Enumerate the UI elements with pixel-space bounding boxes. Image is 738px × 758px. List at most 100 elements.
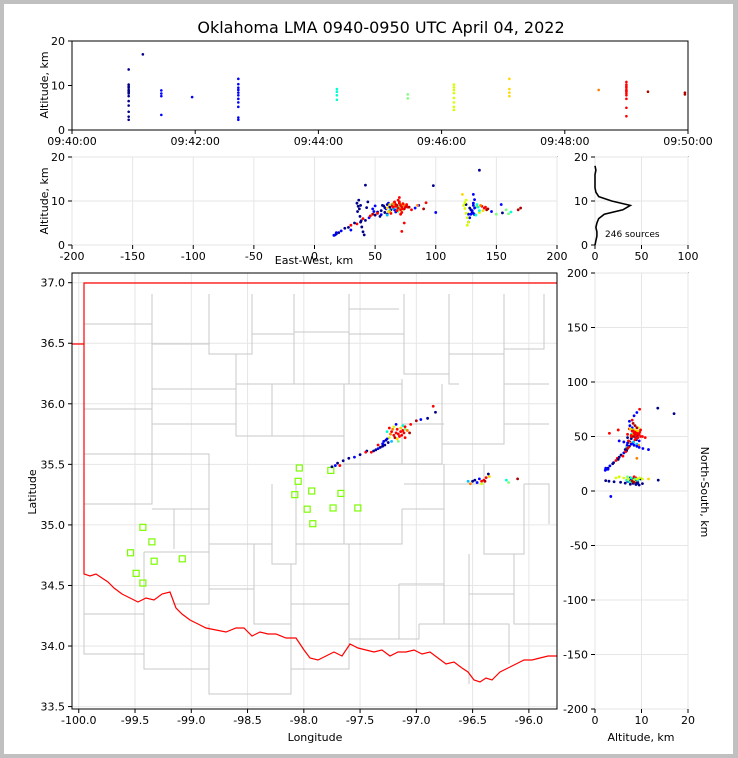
ns-source-point — [636, 429, 640, 433]
map-source-point — [387, 426, 391, 430]
ns-source-point — [633, 438, 637, 442]
ew-source-point — [357, 207, 361, 211]
ew-source-point — [413, 206, 417, 210]
th-source-point — [335, 98, 339, 102]
map-xtick-label: -97.5 — [346, 714, 374, 727]
lma-station-marker — [132, 569, 140, 577]
th-ytick-label: 0 — [58, 124, 65, 137]
th-source-point — [625, 114, 628, 118]
county-line — [469, 623, 510, 664]
th-source-point — [127, 110, 130, 114]
map-source-point — [381, 444, 384, 448]
th-source-point — [237, 88, 240, 92]
ew-source-point — [519, 206, 523, 210]
ew-ytick-label: 0 — [58, 239, 65, 252]
ns-source-point — [641, 477, 644, 481]
map-source-point — [336, 461, 339, 465]
ns-source-point — [628, 427, 632, 431]
ew-xtick-label: 50 — [368, 250, 382, 263]
ew-source-point — [407, 205, 411, 209]
lma-station-marker — [178, 555, 186, 563]
ew-source-point — [475, 203, 479, 206]
ew-source-point — [357, 198, 361, 202]
ew-source-point — [364, 183, 367, 187]
map-ytick-label: 35.0 — [41, 519, 66, 532]
ew-source-point — [349, 223, 353, 227]
th-source-point — [127, 99, 130, 103]
ew-source-point — [373, 204, 377, 208]
map-source-point — [431, 404, 435, 408]
ew-source-point — [465, 216, 469, 220]
ew-source-point — [394, 204, 398, 208]
ew-source-point — [397, 196, 401, 199]
ns-source-point — [608, 464, 612, 468]
ns-source-point — [656, 406, 660, 410]
ns-source-point — [632, 443, 636, 447]
ew-source-point — [334, 231, 338, 235]
county-line — [290, 624, 350, 670]
th-xtick-label: 09:50:00 — [663, 135, 712, 148]
th-source-point — [237, 105, 240, 109]
ew-source-point — [388, 203, 392, 206]
th-source-point — [683, 93, 687, 96]
ew-source-point — [399, 212, 402, 216]
map-source-point — [403, 436, 407, 440]
ns-source-point — [626, 432, 629, 436]
lma-station-marker — [337, 489, 345, 498]
map-xtick-label: -96.5 — [458, 714, 486, 727]
state-border-north — [72, 282, 557, 345]
ns-source-point — [626, 475, 629, 479]
th-source-point — [406, 97, 410, 100]
county-line — [513, 554, 557, 625]
ns-ytick-label: -100 — [563, 594, 588, 607]
map-source-point — [385, 430, 389, 434]
ns-source-point — [619, 480, 622, 484]
ew-source-point — [401, 202, 405, 206]
map-ytick-label: 33.5 — [41, 701, 66, 714]
ew-source-point — [383, 211, 387, 214]
th-source-point — [237, 82, 240, 86]
map-source-point — [516, 477, 520, 481]
th-source-point — [335, 90, 339, 94]
ns-ytick-label: 200 — [567, 267, 588, 280]
ns-source-point — [635, 477, 639, 481]
th-source-point — [127, 83, 130, 86]
th-source-point — [237, 118, 240, 122]
th-source-point — [452, 105, 456, 109]
ew-source-point — [484, 205, 487, 209]
map-source-point — [477, 477, 481, 481]
ns-source-point — [612, 480, 616, 484]
map-source-point — [403, 425, 407, 429]
map-ytick-label: 34.5 — [41, 579, 66, 592]
map-source-point — [398, 435, 401, 438]
th-ytick-label: 10 — [51, 80, 65, 93]
county-line — [83, 544, 145, 615]
time-height-ylabel: Altitude, km — [38, 51, 51, 118]
ns-source-point — [643, 436, 647, 439]
ew-source-point — [471, 201, 475, 205]
county-line — [404, 483, 445, 544]
ew-source-point — [504, 208, 508, 212]
th-xtick-label: 09:48:00 — [540, 135, 589, 148]
th-source-point — [406, 93, 410, 96]
ew-source-point — [372, 210, 376, 213]
ns-source-point — [628, 419, 631, 423]
ns-source-point — [622, 440, 626, 444]
th-xtick-label: 09:42:00 — [170, 135, 219, 148]
hist-ytick-label: 20 — [574, 151, 588, 164]
th-ytick-label: 20 — [51, 35, 65, 48]
ns-ytick-label: 50 — [574, 431, 588, 444]
ew-source-point — [387, 210, 390, 213]
county-line — [448, 354, 459, 385]
ns-source-point — [627, 446, 630, 449]
ns-source-point — [635, 444, 639, 448]
altitude-histogram-panel: 0 50 100 0 10 20 246 sources — [574, 151, 699, 263]
ew-source-point — [337, 231, 341, 235]
ns-source-point — [629, 442, 633, 446]
map-source-point — [376, 447, 380, 451]
ew-xtick-label: 150 — [486, 250, 507, 263]
county-line — [343, 464, 403, 545]
map-source-point — [378, 446, 382, 449]
map-source-point — [434, 410, 437, 414]
ew-source-point — [393, 200, 396, 204]
